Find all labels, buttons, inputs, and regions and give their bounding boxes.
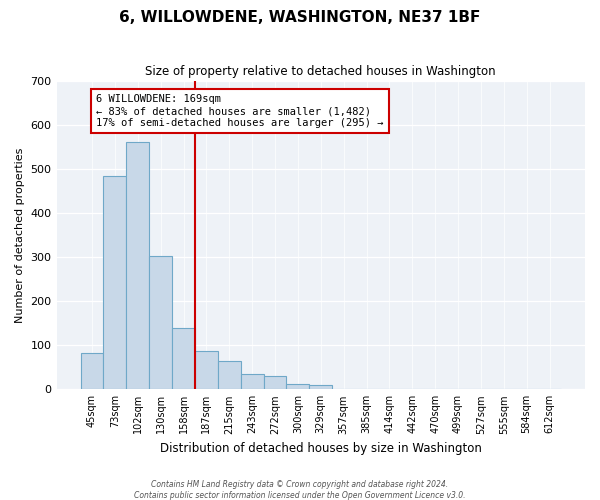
X-axis label: Distribution of detached houses by size in Washington: Distribution of detached houses by size … [160,442,482,455]
Bar [263,376,286,390]
Text: 6 WILLOWDENE: 169sqm
← 83% of detached houses are smaller (1,482)
17% of semi-de: 6 WILLOWDENE: 169sqm ← 83% of detached h… [96,94,383,128]
Text: Contains HM Land Registry data © Crown copyright and database right 2024.
Contai: Contains HM Land Registry data © Crown c… [134,480,466,500]
Bar [241,374,263,390]
Bar [149,256,172,390]
Bar [103,176,127,390]
Bar [286,384,310,390]
Bar [172,328,195,390]
Y-axis label: Number of detached properties: Number of detached properties [15,147,25,322]
Bar [127,142,149,390]
Bar [310,385,332,390]
Title: Size of property relative to detached houses in Washington: Size of property relative to detached ho… [145,65,496,78]
Bar [80,353,103,390]
Text: 6, WILLOWDENE, WASHINGTON, NE37 1BF: 6, WILLOWDENE, WASHINGTON, NE37 1BF [119,10,481,25]
Bar [195,352,218,390]
Bar [218,360,241,390]
